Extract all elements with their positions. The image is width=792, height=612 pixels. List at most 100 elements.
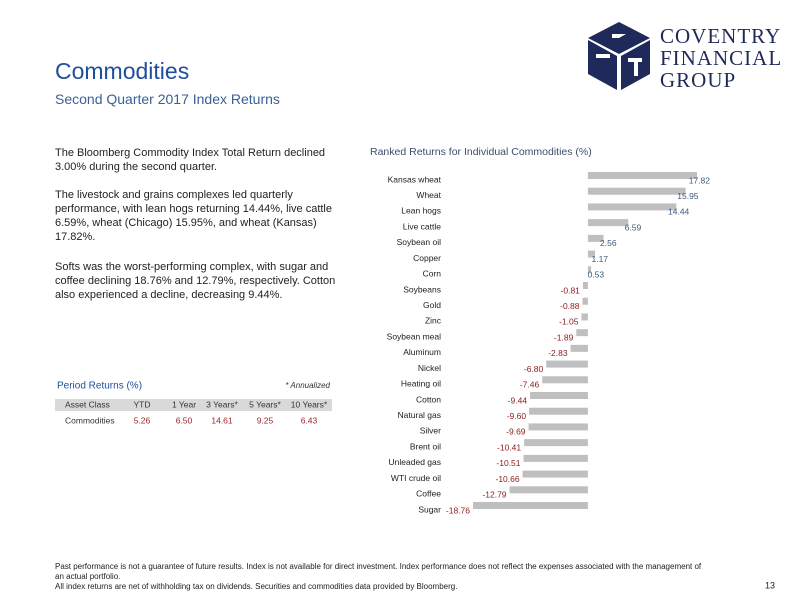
- data-label: 15.95: [677, 191, 699, 201]
- table-cell: 5.26: [134, 415, 151, 425]
- paragraph: Softs was the worst-performing complex, …: [55, 261, 336, 301]
- category-label: Unleaded gas: [389, 457, 441, 467]
- logo-mark: [588, 22, 650, 90]
- table-cell: Commodities: [65, 415, 115, 425]
- data-label: -12.79: [482, 490, 506, 500]
- bar: [546, 360, 588, 368]
- table-title: Period Returns (%): [57, 381, 142, 392]
- bar: [473, 502, 588, 509]
- bar: [587, 203, 677, 211]
- data-label: 2.56: [600, 238, 617, 248]
- logo-text: FINANCIAL: [660, 46, 782, 70]
- bar: [523, 454, 588, 462]
- category-label: Live cattle: [403, 221, 442, 231]
- category-label: Soybeans: [403, 284, 441, 294]
- table-header: 3 Years*: [206, 399, 238, 409]
- category-label: Natural gas: [398, 410, 441, 420]
- category-label: Soybean oil: [397, 237, 442, 247]
- category-label: Silver: [420, 426, 441, 436]
- bar: [587, 172, 697, 179]
- bar: [587, 234, 604, 242]
- category-label: Gold: [423, 300, 441, 310]
- data-label: -9.69: [506, 427, 526, 437]
- table-header: 10 Years*: [291, 399, 328, 409]
- data-label: -1.05: [559, 317, 579, 327]
- category-label: Corn: [423, 269, 442, 279]
- subtitle: Second Quarter 2017 Index Returns: [55, 91, 280, 107]
- category-label: Copper: [413, 253, 441, 263]
- bar: [524, 439, 588, 447]
- table-header-bg: [55, 399, 332, 411]
- logo-letter: [628, 58, 642, 62]
- category-label: Coffee: [416, 489, 441, 499]
- category-label: Zinc: [425, 316, 442, 326]
- data-label: 6.59: [625, 222, 642, 232]
- bar: [587, 266, 592, 274]
- category-label: Nickel: [418, 363, 441, 373]
- data-label: -6.80: [524, 364, 544, 374]
- table: Asset Class YTD 1 Year 3 Years* 5 Years* 10 Y…: [65, 399, 328, 425]
- table-header: Asset Class: [65, 399, 110, 409]
- bar: [582, 297, 588, 305]
- bar: [529, 407, 588, 415]
- category-label: Kansas wheat: [388, 174, 442, 184]
- table-cell: 9.25: [257, 415, 274, 425]
- category-label: Brent oil: [410, 441, 441, 451]
- table-note: * Annualized: [285, 381, 330, 390]
- data-label: -2.83: [548, 348, 568, 358]
- data-label: 14.44: [668, 207, 690, 217]
- title: Commodities: [55, 58, 190, 84]
- data-label: -0.81: [561, 285, 581, 295]
- data-label: -18.76: [446, 505, 470, 515]
- chart-title: Ranked Returns for Individual Commoditie…: [370, 146, 592, 158]
- bar: [581, 313, 588, 321]
- bar: [542, 376, 588, 384]
- data-label: 17.82: [689, 175, 711, 185]
- bar: [587, 219, 629, 227]
- category-label: Lean hogs: [401, 206, 441, 216]
- data-label: 0.53: [588, 270, 605, 280]
- category-label: Sugar: [418, 504, 441, 514]
- bar: [509, 486, 588, 494]
- category-label: WTI crude oil: [391, 473, 441, 483]
- bar: [570, 344, 588, 352]
- bar: [576, 329, 588, 337]
- category-label: Heating oil: [401, 379, 441, 389]
- table-cell: 14.61: [211, 415, 233, 425]
- paragraph: The Bloomberg Commodity Index Total Retu…: [55, 147, 326, 173]
- table-header: 1 Year: [172, 399, 196, 409]
- bar: [587, 250, 596, 258]
- sources: All index returns are net of withholding…: [55, 582, 458, 591]
- data-label: -9.44: [508, 395, 528, 405]
- logo-letter: [596, 54, 610, 58]
- category-label: Aluminum: [403, 347, 441, 357]
- bar: [582, 282, 588, 289]
- logo-cube-left: [588, 40, 617, 90]
- logo-text: GROUP: [660, 68, 736, 92]
- table-header: YTD: [134, 399, 151, 409]
- disclaimer: Past performance is not a guarantee of f…: [55, 562, 702, 581]
- category-label: Cotton: [416, 394, 441, 404]
- bar: [522, 470, 588, 478]
- data-label: -10.66: [495, 474, 519, 484]
- page-number: 13: [765, 580, 775, 590]
- bar: [587, 187, 686, 195]
- logo-text: COVENTRY: [660, 24, 781, 48]
- data-label: -1.89: [554, 332, 574, 342]
- data-label: -0.88: [560, 301, 580, 311]
- category-label: Soybean meal: [387, 331, 441, 341]
- data-label: 1.17: [591, 254, 608, 264]
- bar: [530, 392, 588, 399]
- category-label: Wheat: [416, 190, 441, 200]
- logo-letter: [634, 62, 638, 76]
- data-label: -10.51: [496, 458, 520, 468]
- data-label: -7.46: [520, 380, 540, 390]
- data-label: -9.60: [507, 411, 527, 421]
- data-label: -10.41: [497, 442, 521, 452]
- logo-letter: [612, 34, 626, 38]
- paragraph: The livestock and grains complexes led q…: [55, 189, 332, 243]
- table-cell: 6.50: [176, 415, 193, 425]
- bar: [528, 423, 588, 431]
